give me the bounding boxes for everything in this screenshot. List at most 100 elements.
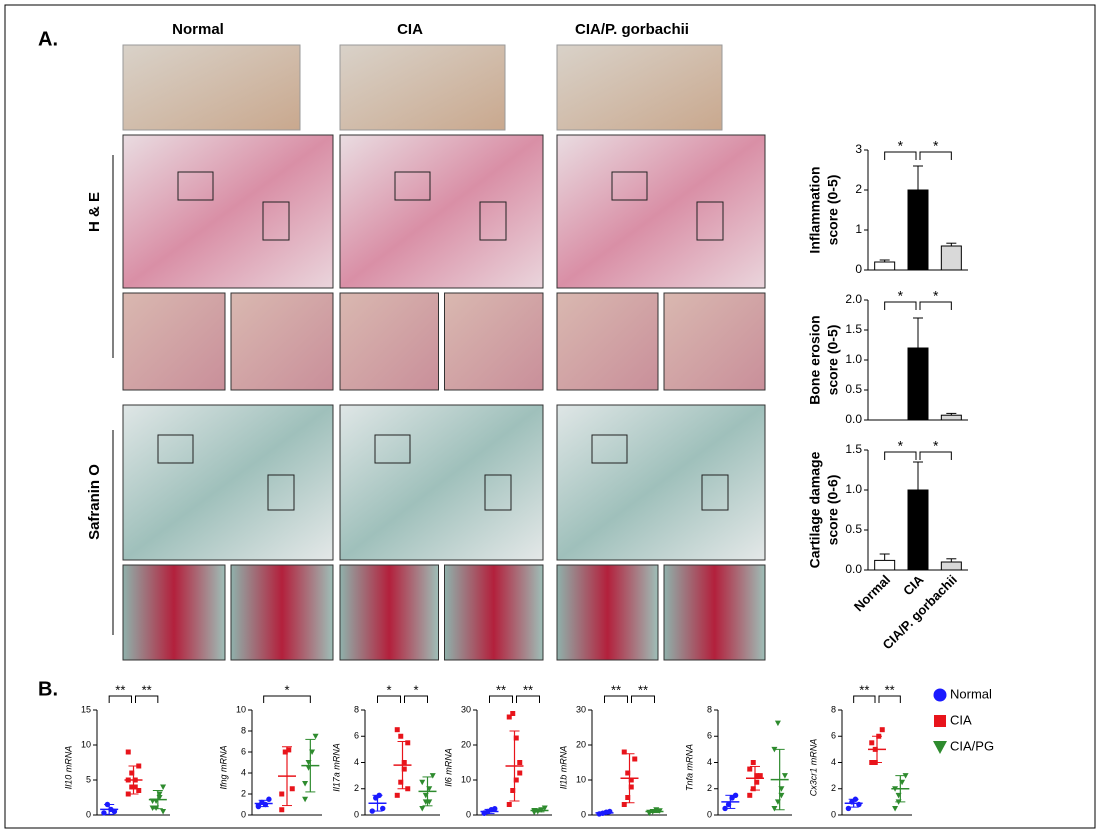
data-point bbox=[286, 747, 292, 753]
significance-label: ** bbox=[638, 682, 648, 697]
column-title: CIA bbox=[397, 21, 423, 38]
significance-label: * bbox=[898, 288, 904, 304]
y-tick-label: 0 bbox=[855, 262, 862, 276]
data-point bbox=[781, 773, 788, 779]
y-tick-label: 6 bbox=[831, 731, 836, 741]
data-point bbox=[732, 792, 739, 799]
he-zoom bbox=[556, 292, 659, 391]
data-point bbox=[302, 781, 309, 787]
significance-label: ** bbox=[142, 682, 152, 697]
significance-label: * bbox=[284, 682, 289, 697]
data-point bbox=[506, 714, 512, 720]
data-point bbox=[632, 756, 638, 762]
data-point bbox=[125, 749, 131, 755]
y-axis-label: Cx3cr1 mRNA bbox=[808, 739, 818, 797]
safranin-zoom bbox=[663, 564, 766, 661]
legend-marker bbox=[933, 741, 947, 754]
significance-bracket bbox=[604, 695, 628, 703]
significance-bracket bbox=[404, 695, 428, 703]
bar bbox=[940, 245, 962, 271]
y-tick-label: 2 bbox=[354, 783, 359, 793]
y-tick-label: 6 bbox=[354, 731, 359, 741]
y-tick-label: 10 bbox=[81, 739, 91, 749]
significance-bracket bbox=[853, 695, 876, 703]
y-tick-label: 5 bbox=[86, 774, 91, 784]
y-tick-label: 8 bbox=[707, 704, 712, 714]
y-tick-label: 30 bbox=[576, 704, 586, 714]
y-axis-label: Cartilage damage bbox=[807, 451, 823, 568]
significance-label: ** bbox=[115, 682, 125, 697]
y-tick-label: 8 bbox=[831, 704, 836, 714]
data-point bbox=[398, 733, 404, 739]
x-tick-label: Normal bbox=[851, 572, 893, 614]
data-point bbox=[132, 784, 138, 790]
y-tick-label: 3 bbox=[855, 142, 862, 156]
data-point bbox=[136, 788, 142, 793]
y-tick-label: 20 bbox=[461, 739, 471, 749]
legend-label: CIA/PG bbox=[950, 738, 994, 753]
data-point bbox=[312, 733, 319, 740]
y-tick-label: 10 bbox=[236, 704, 246, 714]
data-point bbox=[160, 809, 167, 815]
inset-box bbox=[262, 201, 290, 241]
y-tick-label: 1.0 bbox=[845, 482, 862, 496]
inset-box bbox=[484, 474, 512, 511]
inset-box bbox=[177, 171, 214, 201]
micrograph-panel bbox=[122, 44, 766, 661]
y-tick-label: 30 bbox=[461, 704, 471, 714]
significance-bracket bbox=[878, 695, 901, 703]
inset-box bbox=[479, 201, 507, 241]
data-point bbox=[394, 727, 400, 733]
data-point bbox=[541, 805, 548, 811]
legend-label: Normal bbox=[950, 686, 992, 701]
bar bbox=[874, 261, 896, 271]
y-tick-label: 0 bbox=[354, 809, 359, 819]
y-tick-label: 2 bbox=[831, 783, 836, 793]
data-point bbox=[279, 791, 285, 797]
data-point bbox=[754, 773, 760, 779]
y-tick-label: 10 bbox=[576, 774, 586, 784]
significance-label: ** bbox=[611, 682, 621, 697]
data-point bbox=[506, 802, 512, 807]
safranin-zoom bbox=[339, 564, 439, 661]
data-point bbox=[129, 784, 135, 790]
significance-bracket bbox=[919, 301, 952, 310]
data-point bbox=[266, 796, 272, 802]
significance-label: ** bbox=[859, 682, 869, 697]
safranin-zoom bbox=[556, 564, 659, 661]
y-tick-label: 0 bbox=[831, 809, 836, 819]
he-zoom bbox=[230, 292, 334, 391]
data-point bbox=[754, 779, 760, 785]
data-point bbox=[621, 749, 627, 755]
y-tick-label: 0.0 bbox=[845, 412, 862, 426]
data-point bbox=[513, 777, 519, 783]
data-point bbox=[510, 711, 516, 716]
data-point bbox=[394, 792, 400, 798]
he-zoom bbox=[339, 292, 439, 391]
data-point bbox=[774, 720, 781, 727]
y-tick-label: 20 bbox=[576, 739, 586, 749]
data-point bbox=[750, 760, 756, 765]
data-point bbox=[289, 786, 295, 792]
data-point bbox=[369, 808, 375, 814]
y-tick-label: 0.0 bbox=[845, 562, 862, 576]
y-tick-label: 0.5 bbox=[845, 382, 862, 396]
significance-label: * bbox=[386, 682, 391, 697]
significance-label: * bbox=[933, 288, 939, 304]
y-axis-label: Inflammation bbox=[807, 166, 823, 253]
data-point bbox=[419, 805, 426, 812]
y-axis-label: Il6 mRNA bbox=[443, 748, 453, 787]
bar bbox=[907, 347, 929, 421]
bar bbox=[940, 414, 962, 421]
significance-bracket bbox=[884, 301, 917, 310]
y-tick-label: 6 bbox=[707, 731, 712, 741]
y-axis-label: Ifng mRNA bbox=[218, 745, 228, 789]
bar bbox=[907, 189, 929, 271]
frame bbox=[4, 4, 1096, 829]
safranin-section bbox=[556, 404, 766, 561]
y-axis-label: Bone erosion bbox=[807, 315, 823, 404]
legend-label: CIA bbox=[950, 712, 972, 727]
data-point bbox=[125, 791, 131, 797]
y-tick-label: 8 bbox=[241, 725, 246, 735]
